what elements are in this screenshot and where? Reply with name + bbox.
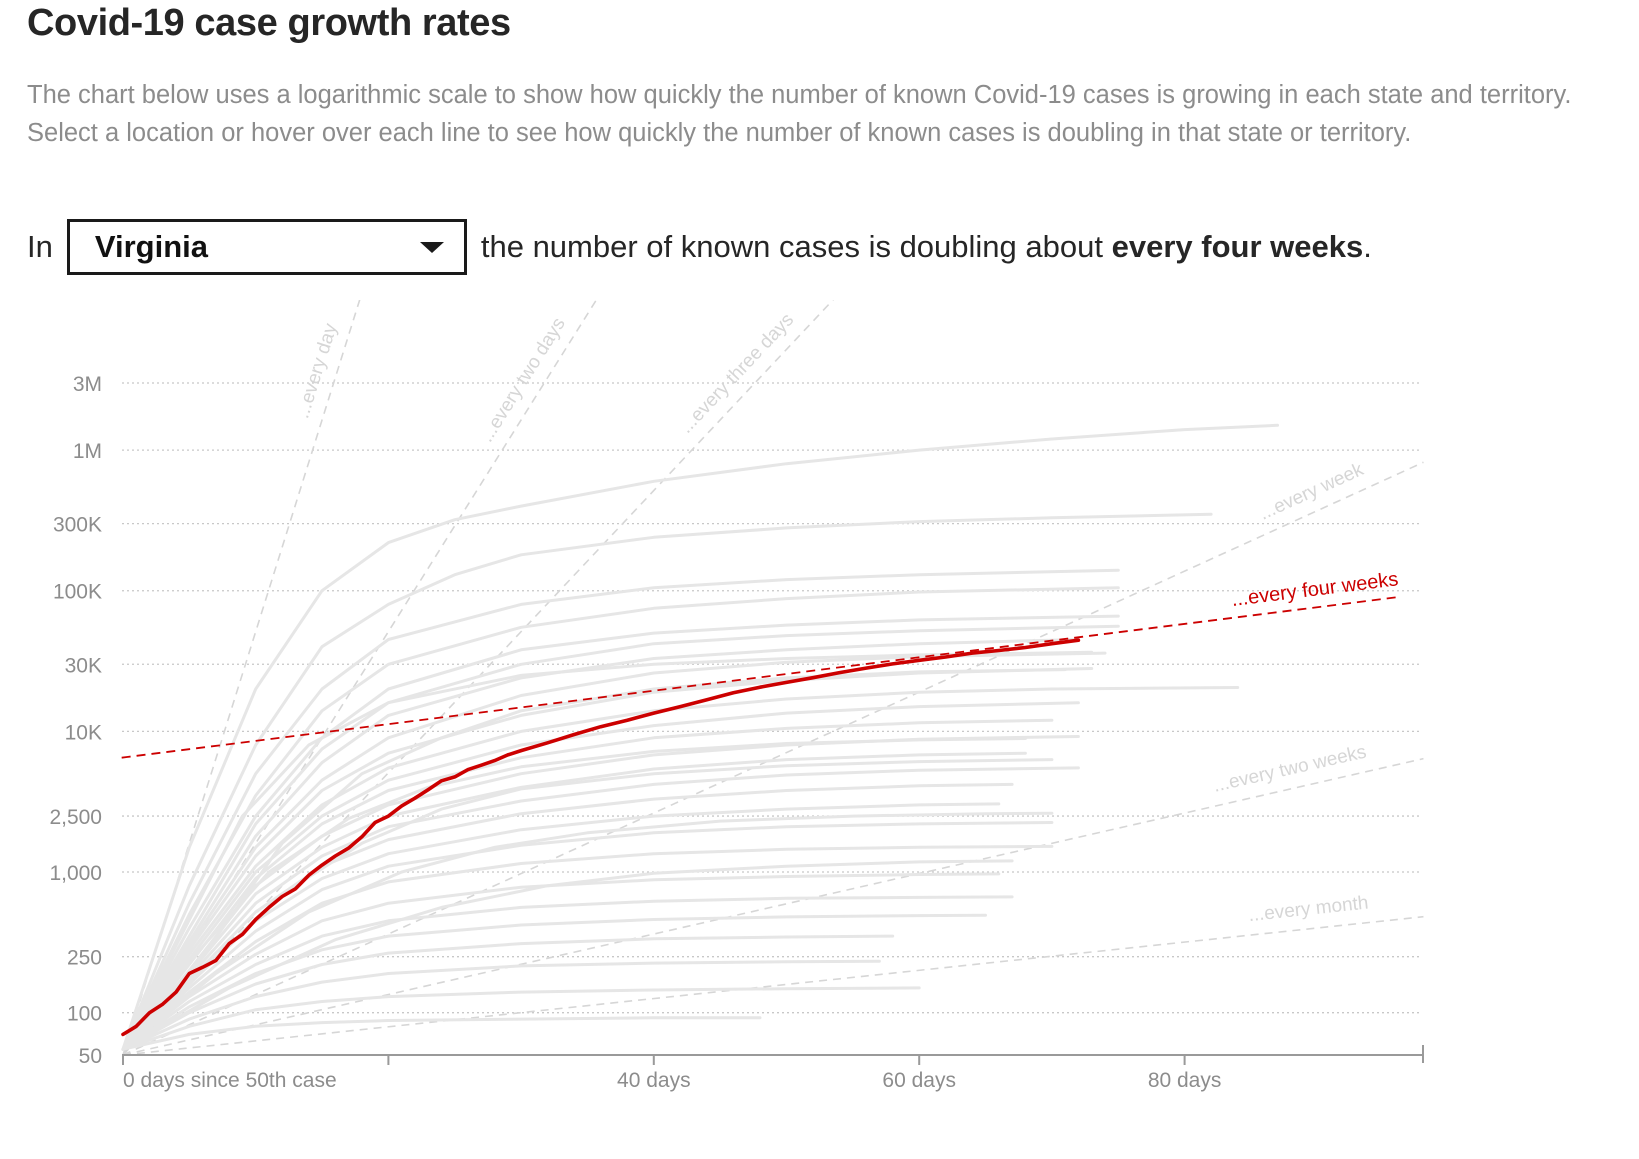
y-tick-label: 100K	[53, 581, 102, 604]
sentence-prefix: In	[27, 229, 53, 264]
reference-label: ...every two days	[476, 314, 570, 446]
y-tick-label: 10K	[65, 721, 102, 744]
doubling-reference-lines	[122, 300, 1424, 1056]
doubling-sentence: In Virginia the number of known cases is…	[27, 218, 1372, 276]
x-tick-label: 0 days since 50th case	[123, 1069, 337, 1092]
x-tick-label: 40 days	[617, 1069, 691, 1092]
series-line[interactable]	[121, 895, 1014, 1051]
series-line[interactable]	[121, 872, 1001, 1051]
series-line[interactable]	[121, 766, 1080, 1051]
y-tick-label: 50	[79, 1045, 102, 1068]
series-line[interactable]	[121, 1016, 762, 1051]
location-select[interactable]: Virginia	[66, 219, 467, 275]
chart-description: The chart below uses a logarithmic scale…	[27, 81, 1572, 147]
highlight-reference-line	[121, 596, 1398, 759]
doubling-rate: every four weeks	[1111, 229, 1364, 264]
y-tick-label: 30K	[65, 654, 102, 677]
series-line[interactable]	[121, 701, 1080, 1051]
reference-label: ...every month	[1247, 892, 1369, 926]
y-tick-label: 100	[67, 1003, 102, 1026]
sentence-suffix: .	[1363, 229, 1372, 264]
reference-label: ...every three days	[676, 309, 798, 437]
reference-line	[122, 300, 598, 1056]
chevron-down-icon	[419, 241, 444, 253]
y-tick-label: 2,500	[49, 806, 102, 829]
growth-chart: 50 100 250 1,000 2,500 10K 30K 100K 300K 1M 3M ...…	[49, 300, 1424, 1092]
series-line[interactable]	[121, 512, 1213, 1051]
series-line[interactable]	[121, 614, 1120, 1051]
series-line[interactable]	[121, 934, 895, 1051]
series-line[interactable]	[121, 821, 1054, 1051]
background-series-lines[interactable]	[121, 423, 1279, 1051]
sentence-middle: the number of known cases is doubling ab…	[480, 229, 1103, 264]
series-line[interactable]	[121, 423, 1279, 1051]
y-tick-label: 1M	[73, 440, 102, 463]
series-line[interactable]	[121, 650, 1094, 1051]
reference-label: ...every week	[1256, 459, 1367, 525]
series-line[interactable]	[121, 751, 1027, 1051]
y-tick-label: 250	[67, 947, 102, 970]
series-line[interactable]	[121, 568, 1120, 1051]
x-tick-label: 80 days	[1148, 1069, 1222, 1092]
reference-line	[122, 300, 835, 1056]
series-line[interactable]	[121, 811, 1054, 1051]
reference-line	[122, 300, 361, 1056]
series-line[interactable]	[121, 638, 1080, 1051]
reference-line	[122, 915, 1424, 1056]
page-title: Covid-19 case growth rates	[27, 2, 511, 44]
series-line[interactable]	[121, 718, 1054, 1051]
gridlines: 50 100 250 1,000 2,500 10K 30K 100K 300K 1M 3M	[49, 373, 1420, 1068]
highlight-reference-label: ...every four weeks	[1230, 568, 1399, 611]
selected-location: Virginia	[94, 229, 208, 264]
series-line[interactable]	[121, 782, 1014, 1051]
series-line[interactable]	[121, 686, 1240, 1051]
highlighted-series[interactable]	[121, 638, 1081, 1037]
x-axis: 0 days since 50th case 40 days 60 days 80 d…	[122, 1045, 1424, 1092]
series-line[interactable]	[121, 859, 1014, 1051]
series-line[interactable]	[121, 844, 1054, 1051]
reference-label: ...every day	[292, 321, 342, 421]
y-tick-label: 3M	[73, 373, 102, 396]
y-tick-label: 300K	[53, 514, 102, 537]
highlighted-series-line[interactable]	[121, 638, 1081, 1037]
doubling-reference-labels: ...every day ...every two days ...every th…	[292, 309, 1369, 926]
series-line[interactable]	[121, 959, 881, 1051]
x-tick-label: 60 days	[882, 1069, 956, 1092]
series-line[interactable]	[121, 737, 1027, 1051]
reference-line	[122, 757, 1424, 1056]
y-tick-label: 1,000	[49, 862, 102, 885]
series-line[interactable]	[121, 986, 921, 1051]
reference-line	[122, 461, 1424, 1056]
series-line[interactable]	[121, 624, 1120, 1051]
